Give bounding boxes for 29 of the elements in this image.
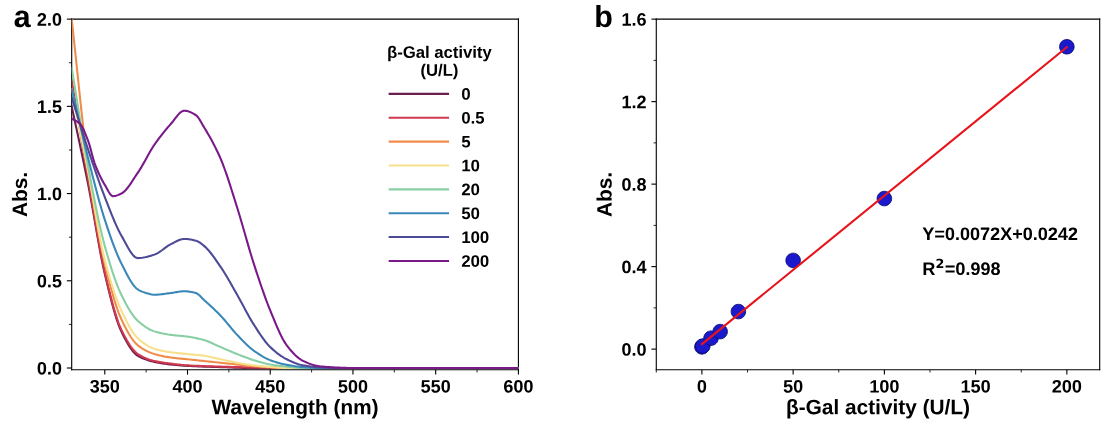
y-tick-label: 1.5 [38,100,62,114]
x-tick-label: 150 [961,379,990,393]
y-tick-label: 2.0 [37,13,62,26]
y-tick-label: 0.5 [37,274,62,288]
y-axis-title: Abs. [596,173,612,217]
y-tick-label: 0.0 [37,361,62,375]
x-tick-label: 50 [783,379,803,393]
x-axis-title: Wavelength (nm) [211,399,378,419]
y-tick-label: 1.2 [622,95,646,109]
x-tick-label: 100 [870,379,899,393]
x-tick-label: 500 [338,379,368,393]
y-tick-label: 0.8 [622,178,647,191]
text: a [14,10,31,28]
y-axis-title: Abs. [11,173,28,217]
y-tick-label: 0.0 [622,343,646,356]
y-tick-label: 0.4 [622,260,647,274]
x-tick-label: 450 [255,379,285,393]
y-tick-label: 1.0 [38,187,62,201]
y-tick-label: 1.6 [622,13,646,26]
text: b [596,4,612,28]
x-tick-label: 600 [504,379,533,393]
annotation: R$^{2}$=0.998 [923,258,1000,276]
x-axis-title: β-Gal activity (U/L) [787,399,969,419]
x-tick-label: 0 [697,379,707,393]
x-tick-label: 400 [172,379,202,393]
x-tick-label: 350 [90,379,120,393]
annotation: Y=0.0072X+0.0242 [922,227,1078,241]
x-tick-label: 550 [421,379,451,393]
x-tick-label: 200 [1052,379,1082,393]
